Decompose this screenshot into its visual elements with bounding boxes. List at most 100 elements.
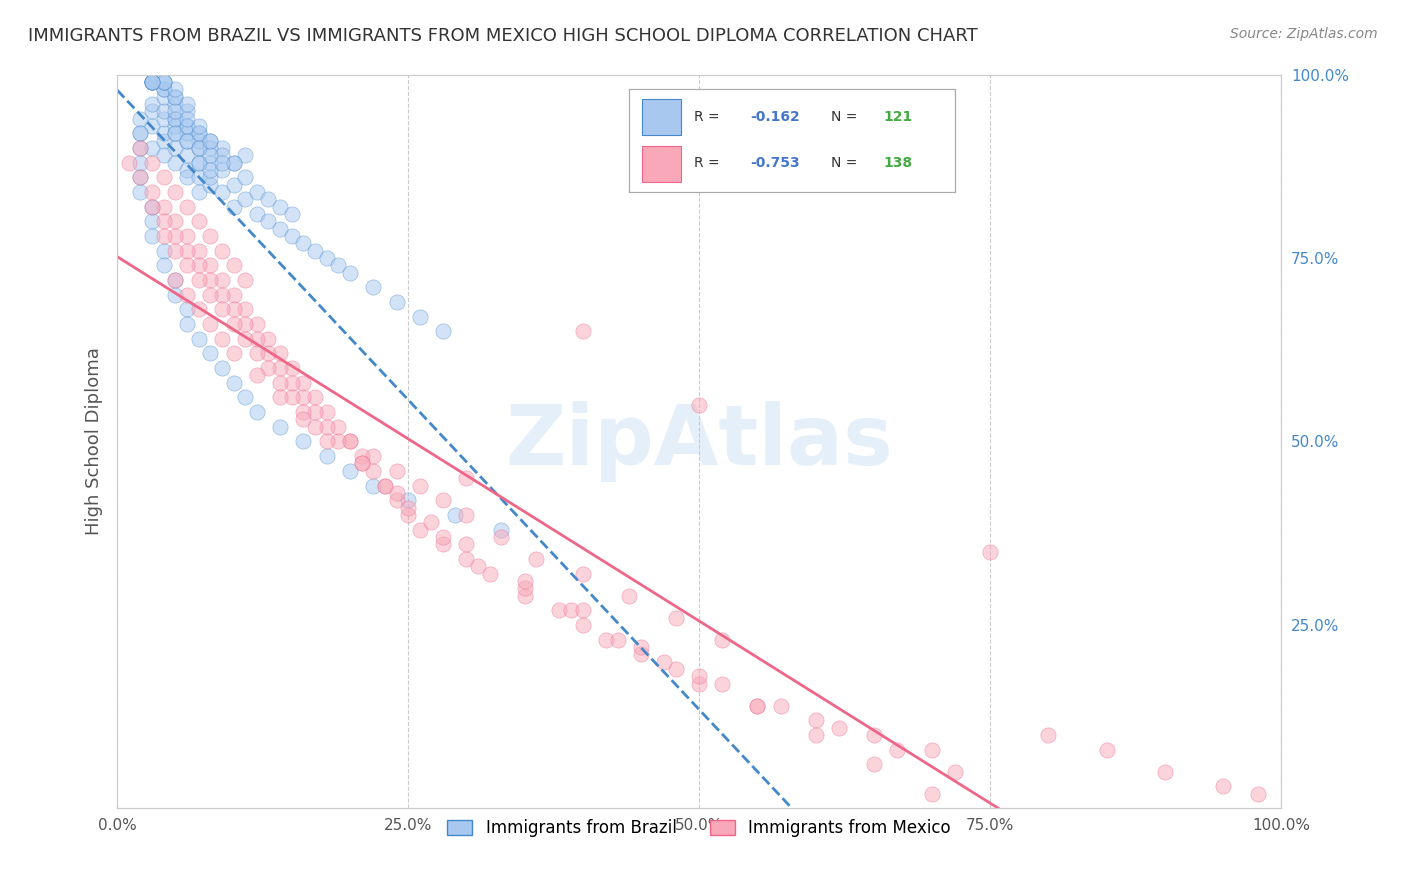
Point (176, 112, 198, 126)
Point (176, 163, 198, 178)
Point (804, 714, 827, 728)
Point (165, 287, 187, 301)
Point (152, 104, 174, 119)
Point (943, 764, 966, 779)
Point (396, 500, 419, 515)
Point (152, 258, 174, 272)
Point (222, 155, 245, 169)
Point (513, 574, 536, 588)
Point (257, 332, 280, 346)
Point (257, 214, 280, 228)
Point (141, 75, 163, 89)
Point (187, 126, 209, 140)
Point (339, 464, 361, 478)
Point (165, 119, 187, 133)
Point (269, 391, 291, 405)
Point (385, 295, 408, 310)
Point (165, 155, 187, 169)
Point (152, 214, 174, 228)
Point (619, 589, 641, 603)
Point (222, 287, 245, 301)
Point (141, 75, 163, 89)
Point (711, 676, 734, 690)
Point (665, 662, 688, 676)
Point (246, 207, 269, 221)
Point (176, 119, 198, 133)
Point (118, 155, 141, 169)
Point (491, 523, 513, 537)
Point (152, 170, 174, 185)
Point (200, 155, 222, 169)
Point (141, 155, 163, 169)
Point (281, 361, 304, 376)
Point (281, 391, 304, 405)
Point (560, 603, 582, 617)
Point (456, 552, 478, 566)
Point (165, 185, 187, 199)
Point (281, 376, 304, 390)
Point (176, 104, 198, 119)
Point (233, 332, 256, 346)
Point (304, 419, 326, 434)
Point (141, 229, 163, 244)
Point (443, 508, 465, 522)
Point (385, 493, 408, 508)
Point (176, 244, 198, 258)
Point (491, 530, 513, 544)
Point (141, 75, 163, 89)
Point (187, 214, 209, 228)
Point (211, 302, 233, 317)
Point (176, 200, 198, 214)
Point (361, 449, 384, 463)
Point (187, 141, 209, 155)
Point (152, 229, 174, 244)
Point (456, 508, 478, 522)
Point (187, 155, 209, 169)
Point (233, 302, 256, 317)
Text: IMMIGRANTS FROM BRAZIL VS IMMIGRANTS FROM MEXICO HIGH SCHOOL DIPLOMA CORRELATION: IMMIGRANTS FROM BRAZIL VS IMMIGRANTS FRO… (28, 27, 977, 45)
Point (129, 126, 152, 140)
Point (211, 361, 233, 376)
Point (211, 163, 233, 178)
Point (630, 648, 652, 662)
Point (200, 258, 222, 272)
Point (747, 698, 769, 713)
Point (165, 126, 187, 140)
Point (361, 478, 384, 492)
Point (257, 346, 280, 360)
Point (339, 434, 361, 449)
Point (385, 464, 408, 478)
Point (432, 493, 454, 508)
Point (165, 244, 187, 258)
Point (165, 141, 187, 155)
Point (246, 405, 269, 419)
Point (921, 787, 943, 801)
Point (152, 89, 174, 103)
Point (292, 434, 315, 449)
Point (688, 676, 710, 690)
Point (595, 632, 617, 647)
Point (281, 229, 304, 244)
Point (688, 398, 710, 412)
Point (176, 170, 198, 185)
Point (152, 75, 174, 89)
Point (165, 89, 187, 103)
Point (141, 200, 163, 214)
Point (315, 434, 337, 449)
Point (269, 419, 291, 434)
Point (176, 258, 198, 272)
Point (409, 478, 432, 492)
Point (176, 134, 198, 148)
Point (292, 412, 315, 426)
Point (176, 148, 198, 162)
Point (200, 178, 222, 192)
Point (233, 391, 256, 405)
Point (222, 178, 245, 192)
Point (1212, 780, 1234, 794)
Point (339, 266, 361, 280)
Point (350, 457, 373, 471)
Point (165, 112, 187, 126)
Point (396, 493, 419, 508)
Point (339, 434, 361, 449)
Point (129, 112, 152, 126)
